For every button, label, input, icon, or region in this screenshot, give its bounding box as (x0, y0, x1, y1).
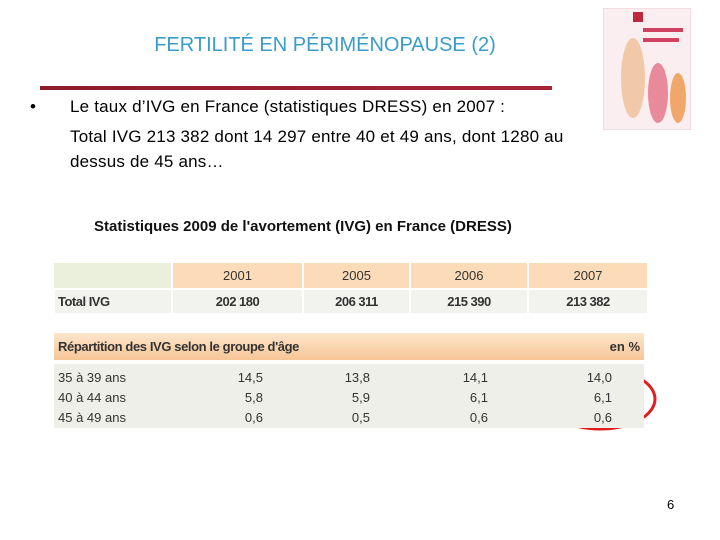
page-number: 6 (667, 497, 675, 512)
row-label: 40 à 44 ans (58, 389, 126, 405)
column-header: 2006 (411, 263, 527, 288)
value-cell: 0,5 (351, 409, 370, 425)
value-cell: 215 390 (411, 290, 527, 313)
value-cell: 6,1 (469, 389, 488, 405)
section-header: Répartition des IVG selon le groupe d'âg… (54, 333, 644, 360)
bullet-dot: • (30, 97, 36, 116)
bullet-line: Total IVG 213 382 dont 14 297 entre 40 e… (70, 127, 564, 146)
value-cell: 202 180 (173, 290, 302, 313)
value-cell: 5,9 (351, 389, 370, 405)
value-cell: 13,8 (344, 369, 370, 385)
value-cell: 14,1 (462, 369, 488, 385)
value-cell: 0,6 (593, 409, 612, 425)
value-cell: 0,6 (244, 409, 263, 425)
row-label: 45 à 49 ans (58, 409, 126, 425)
table-body (54, 364, 644, 428)
value-cell: 213 382 (529, 290, 647, 313)
value-cell: 6,1 (593, 389, 612, 405)
header-cell (54, 263, 171, 288)
column-header: 2005 (304, 263, 409, 288)
logo (603, 8, 691, 130)
value-cell: 206 311 (304, 290, 409, 313)
unit: en % (609, 339, 640, 354)
value-cell: 0,6 (469, 409, 488, 425)
row-label: 35 à 39 ans (58, 369, 126, 385)
value-cell: 5,8 (244, 389, 263, 405)
bullet-line: dessus de 45 ans… (70, 152, 224, 171)
value-cell: 14,5 (237, 369, 263, 385)
row-label: Total IVG (55, 290, 171, 313)
title: FERTILITÉ EN PÉRIMÉNOPAUSE (2) (154, 34, 496, 56)
value-cell: 14,0 (586, 369, 612, 385)
title-rule (40, 86, 552, 90)
bullet-line: Le taux d’IVG en France (statistiques DR… (70, 97, 506, 116)
column-header: 2007 (529, 263, 647, 288)
subtitle: Statistiques 2009 de l'avortement (IVG) … (94, 218, 512, 235)
column-header: 2001 (173, 263, 302, 288)
